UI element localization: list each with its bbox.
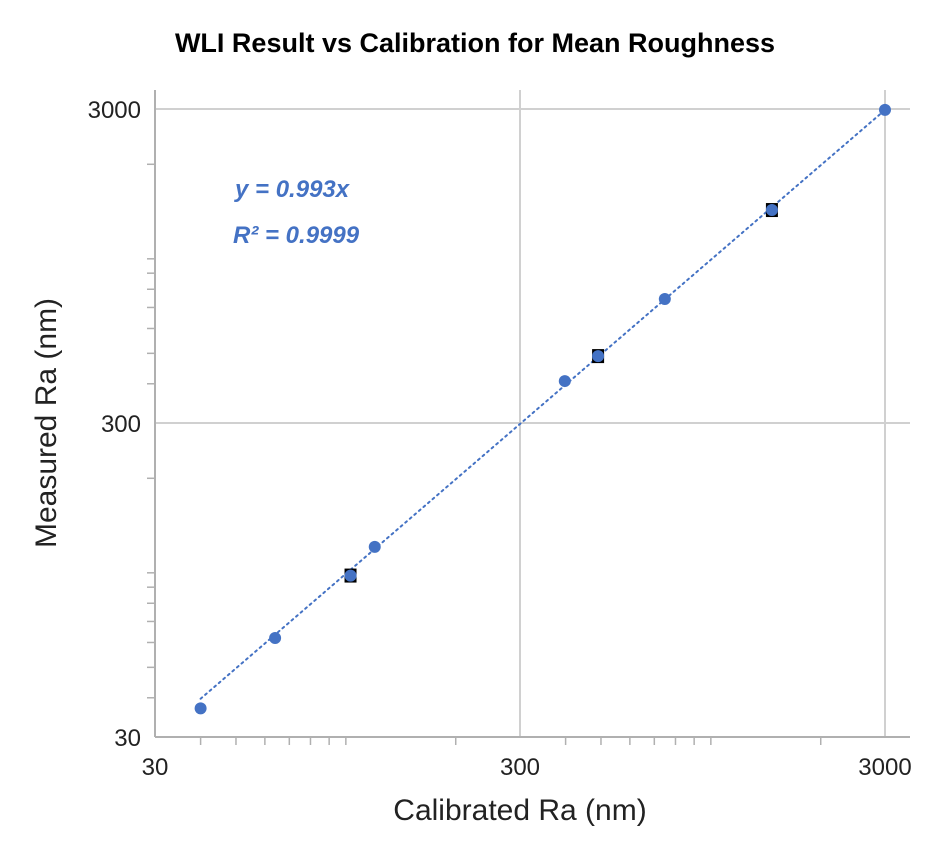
data-point (269, 632, 282, 645)
equation-annotation: y = 0.993x (234, 176, 351, 203)
data-point (765, 204, 778, 217)
data-point (558, 375, 571, 388)
data-point (879, 103, 891, 116)
data-point (344, 569, 357, 582)
data-point (658, 292, 671, 305)
y-tick-label: 3000 (88, 97, 141, 124)
y-tick-label: 300 (101, 411, 141, 438)
data-point (194, 702, 207, 715)
y-axis-label: Measured Ra (nm) (30, 298, 63, 548)
x-tick-label: 3000 (858, 754, 911, 781)
x-axis-label: Calibrated Ra (nm) (393, 794, 646, 827)
x-tick-label: 300 (500, 754, 540, 781)
y-tick-label: 30 (114, 725, 141, 752)
chart-title: WLI Result vs Calibration for Mean Rough… (175, 28, 775, 58)
data-point (368, 540, 381, 553)
r-squared-annotation: R² = 0.9999 (233, 222, 360, 249)
x-tick-label: 30 (142, 754, 169, 781)
data-point (592, 350, 605, 363)
